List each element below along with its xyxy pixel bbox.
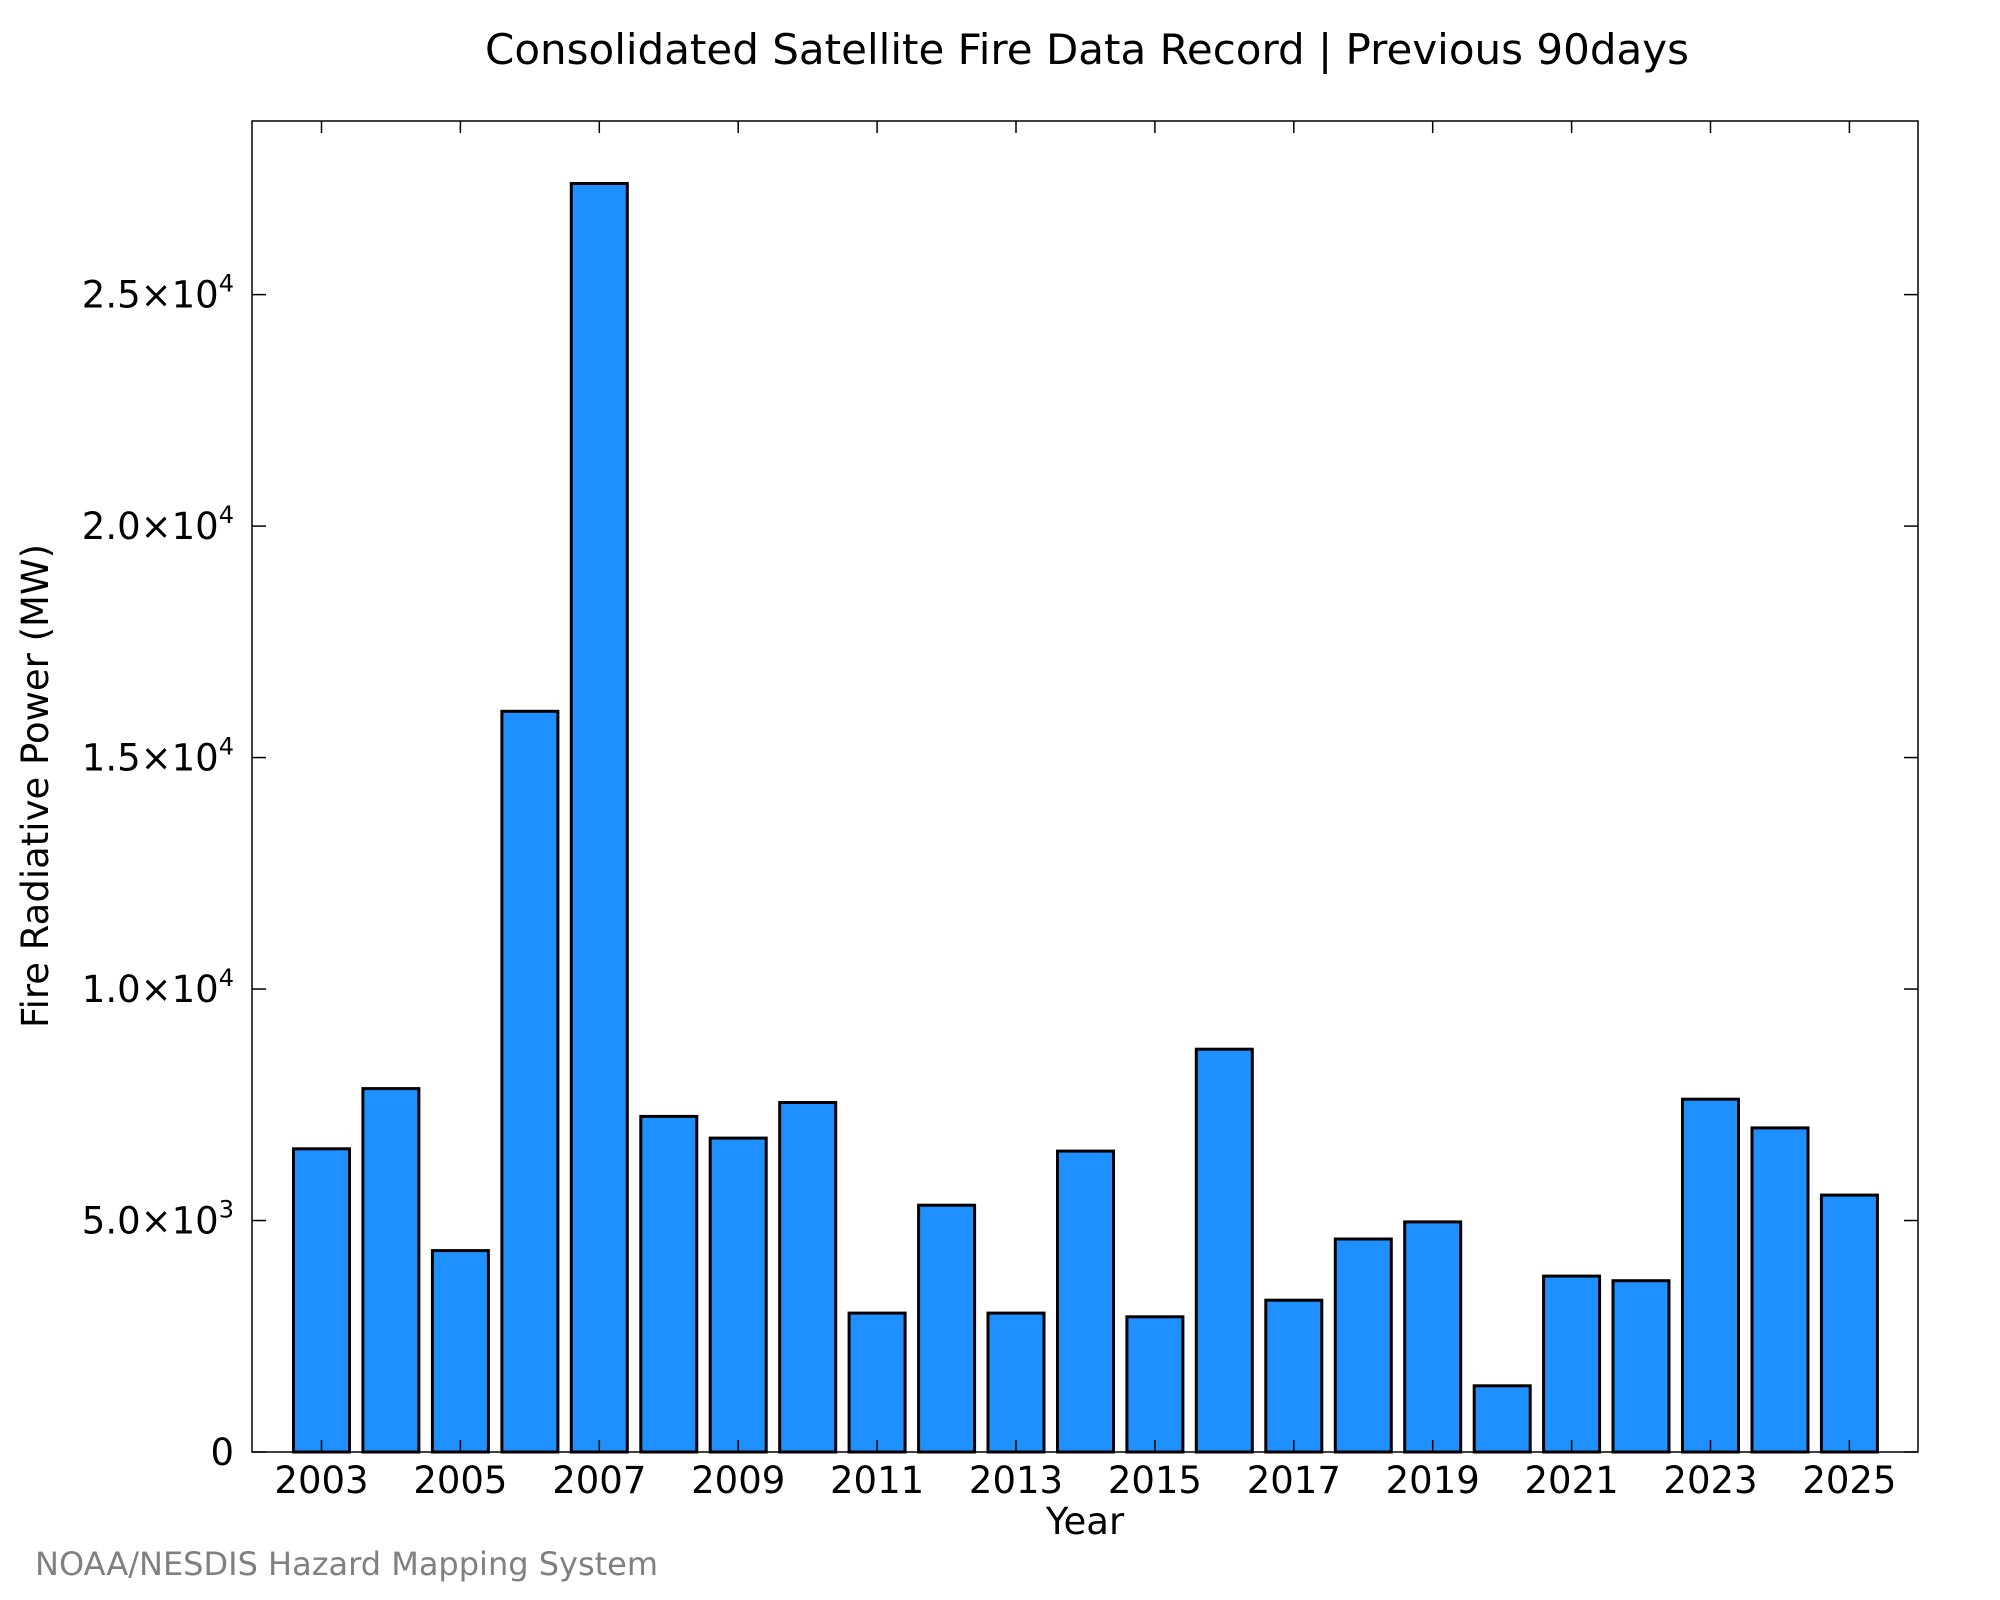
bar-2009	[708, 1136, 768, 1454]
x-tick-label-2015: 2015	[1108, 1459, 1202, 1502]
bar-2010	[778, 1101, 838, 1454]
bar-2007	[569, 182, 629, 1454]
bar-2025	[1819, 1193, 1879, 1454]
bar-2020	[1472, 1384, 1532, 1454]
bar-2006	[500, 709, 560, 1454]
y-tick-label-0: 0	[210, 1431, 234, 1474]
bar-2024	[1750, 1126, 1810, 1454]
x-tick-label-2023: 2023	[1663, 1459, 1757, 1502]
bar-2021	[1542, 1274, 1602, 1454]
bar-2015	[1125, 1315, 1185, 1454]
bar-2014	[1056, 1149, 1115, 1454]
bar-2012	[917, 1203, 977, 1454]
bar-2017	[1264, 1298, 1324, 1454]
x-tick-label-2025: 2025	[1802, 1459, 1896, 1502]
y-tick-label-10000: 1.0×104	[82, 964, 234, 1011]
bars-layer	[292, 182, 1879, 1454]
bar-2008	[639, 1114, 699, 1454]
bar-2013	[986, 1311, 1046, 1454]
y-tick-label-25000: 2.5×104	[82, 270, 234, 317]
bar-2011	[847, 1311, 907, 1454]
bar-2023	[1681, 1097, 1740, 1454]
y-tick-label-15000: 1.5×104	[82, 733, 234, 780]
bar-2018	[1333, 1237, 1393, 1454]
x-tick-label-2005: 2005	[413, 1459, 507, 1502]
bar-2004	[361, 1087, 421, 1454]
y-tick-label-20000: 2.0×104	[82, 501, 234, 548]
y-tick-labels: 0 5.0×103 1.0×104 1.5×104 2.0×104 2.5×104	[82, 270, 234, 1474]
bar-2016	[1194, 1047, 1254, 1454]
x-tick-label-2009: 2009	[691, 1459, 785, 1502]
y-axis-label: Fire Radiative Power (MW)	[14, 544, 57, 1028]
x-tick-label-2011: 2011	[830, 1459, 924, 1502]
bar-2019	[1403, 1220, 1463, 1454]
y-tick-label-5000: 5.0×103	[82, 1196, 234, 1243]
chart-title: Consolidated Satellite Fire Data Record …	[485, 25, 1689, 74]
x-tick-label-2003: 2003	[274, 1459, 368, 1502]
x-tick-label-2021: 2021	[1525, 1459, 1619, 1502]
x-tick-label-2019: 2019	[1386, 1459, 1480, 1502]
plot-frame	[251, 120, 1919, 1453]
bar-2005	[430, 1249, 490, 1454]
x-tick-label-2017: 2017	[1247, 1459, 1341, 1502]
bar-2022	[1611, 1279, 1671, 1454]
bar-2003	[292, 1147, 351, 1454]
x-tick-label-2013: 2013	[969, 1459, 1063, 1502]
x-tick-labels: 2003 2005 2007 2009 2011 2013 2015 2017 2019 2021…	[274, 1459, 1896, 1502]
x-tick-label-2007: 2007	[552, 1459, 646, 1502]
x-axis-label: Year	[1045, 1500, 1125, 1543]
credit-text: NOAA/NESDIS Hazard Mapping System	[35, 1545, 658, 1583]
